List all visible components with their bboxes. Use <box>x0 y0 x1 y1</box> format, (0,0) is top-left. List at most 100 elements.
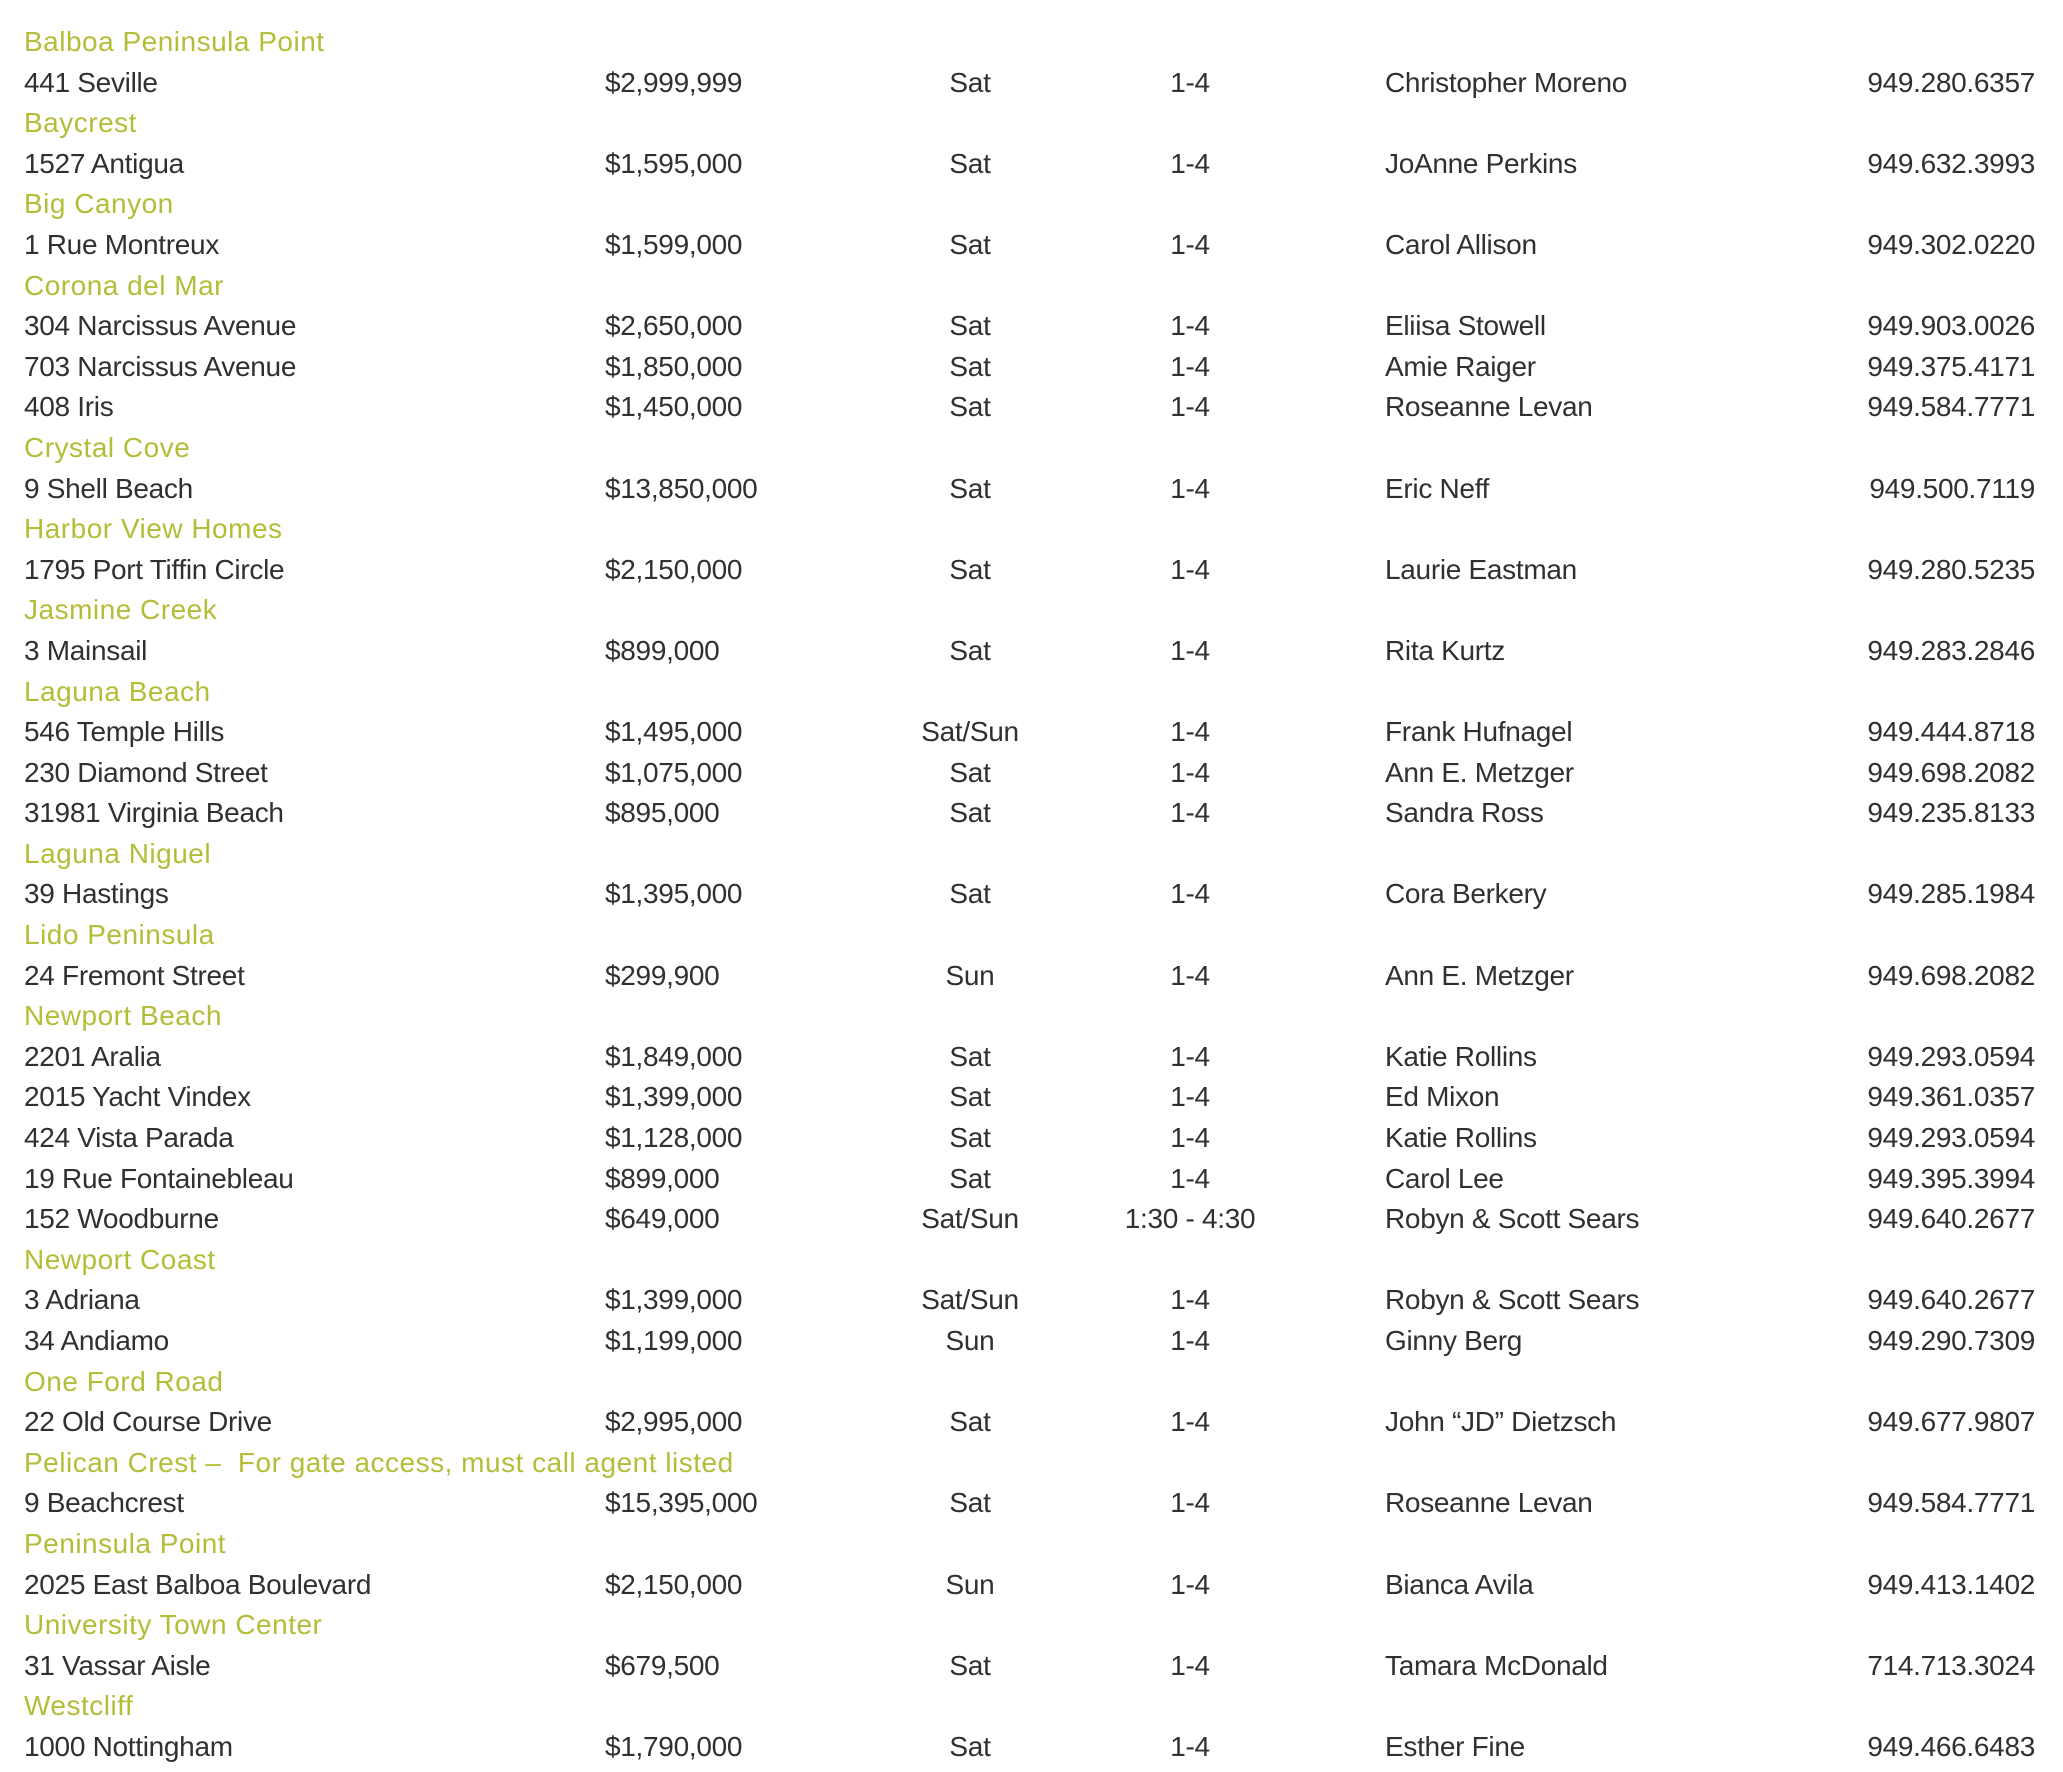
listing-row: 304 Narcissus Avenue $2,650,000 Sat 1-4 Elii… <box>24 306 2063 347</box>
phone-number: 949.290.7309 <box>1867 1325 2035 1356</box>
open-house-day: Sat <box>949 391 991 423</box>
phone-number: 949.283.2846 <box>1867 634 2035 666</box>
listing-address: 408 Iris <box>24 391 114 423</box>
listing-row: 1795 Port Tiffin Circle $2,150,000 Sat 1-4 L… <box>24 550 2063 591</box>
listing-row: 424 Vista Parada $1,128,000 Sat 1-4 Katie Ro… <box>24 1118 2063 1159</box>
neighborhood-header: Harbor View Homes <box>24 513 283 545</box>
listing-address: 19 Rue Fontainebleau <box>24 1162 294 1194</box>
phone-number: 949.698.2082 <box>1867 756 2035 788</box>
open-house-time: 1-4 <box>1170 391 1210 423</box>
listing-address: 1527 Antigua <box>24 147 184 179</box>
listing-price: $2,150,000 <box>605 1568 743 1600</box>
open-house-time: 1-4 <box>1170 1284 1210 1316</box>
agent-name: Ginny Berg <box>1385 1325 1523 1356</box>
open-house-day: Sat <box>949 147 991 179</box>
listing-price: $299,900 <box>605 959 720 991</box>
listing-address: 546 Temple Hills <box>24 716 225 748</box>
open-house-time: 1-4 <box>1170 310 1210 342</box>
open-house-time: 1-4 <box>1170 66 1210 98</box>
listing-price: $1,199,000 <box>605 1325 743 1356</box>
neighborhood-header: Westcliff <box>24 1690 134 1722</box>
neighborhood-header: Laguna Beach <box>24 675 211 707</box>
agent-name: Carol Lee <box>1385 1162 1504 1194</box>
neighborhood-header: Baycrest <box>24 107 137 139</box>
listing-row: 9 Shell Beach $13,850,000 Sat 1-4 Eric Neff 9… <box>24 469 2063 510</box>
neighborhood-header: Peninsula Point <box>24 1527 227 1559</box>
agent-name: Esther Fine <box>1385 1730 1525 1762</box>
listing-row: 3 Mainsail $899,000 Sat 1-4 Rita Kurtz 949.28… <box>24 631 2063 672</box>
listing-address: 2201 Aralia <box>24 1040 161 1072</box>
listing-address: 24 Fremont Street <box>24 959 245 991</box>
open-house-day: Sat <box>949 1730 991 1762</box>
phone-number: 949.632.3993 <box>1867 147 2035 179</box>
phone-number: 949.584.7771 <box>1867 391 2035 423</box>
listing-row: 703 Narcissus Avenue $1,850,000 Sat 1-4 Amie… <box>24 347 2063 388</box>
listing-price: $1,850,000 <box>605 350 743 382</box>
listing-price: $1,599,000 <box>605 228 743 260</box>
agent-name: Eric Neff <box>1385 472 1490 504</box>
listing-address: 9 Beachcrest <box>24 1487 184 1519</box>
agent-name: Ed Mixon <box>1385 1081 1500 1113</box>
open-house-time: 1-4 <box>1170 1649 1210 1681</box>
listing-price: $1,395,000 <box>605 878 743 910</box>
listing-address: 22 Old Course Drive <box>24 1406 272 1438</box>
listing-row: 9 Beachcrest $15,395,000 Sat 1-4 Roseanne Le… <box>24 1483 2063 1524</box>
open-house-time: 1-4 <box>1170 878 1210 910</box>
open-house-time: 1-4 <box>1170 147 1210 179</box>
phone-number: 949.302.0220 <box>1867 228 2035 260</box>
open-house-time: 1-4 <box>1170 1040 1210 1072</box>
listing-row: 546 Temple Hills $1,495,000 Sat/Sun 1-4 Fran… <box>24 712 2063 753</box>
listing-price: $2,999,999 <box>605 66 743 98</box>
open-house-day: Sat <box>949 66 991 98</box>
phone-number: 949.280.6357 <box>1867 66 2035 98</box>
listing-price: $13,850,000 <box>605 472 758 504</box>
listing-price: $15,395,000 <box>605 1487 758 1519</box>
listing-address: 2015 Yacht Vindex <box>24 1081 251 1113</box>
phone-number: 949.293.0594 <box>1867 1040 2035 1072</box>
open-house-day: Sat <box>949 310 991 342</box>
listing-price: $1,450,000 <box>605 391 743 423</box>
open-house-time: 1-4 <box>1170 1325 1210 1356</box>
listing-price: $2,995,000 <box>605 1406 743 1438</box>
listing-row: 2015 Yacht Vindex $1,399,000 Sat 1-4 Ed Mixo… <box>24 1077 2063 1118</box>
neighborhood-header: Big Canyon <box>24 188 174 220</box>
listing-address: 31981 Virginia Beach <box>24 797 284 829</box>
agent-name: Ann E. Metzger <box>1385 959 1574 991</box>
phone-number: 949.444.8718 <box>1867 716 2035 748</box>
neighborhood-header: Pelican Crest – For gate access, must ca… <box>24 1446 734 1478</box>
listing-row: 34 Andiamo $1,199,000 Sun 1-4 Ginny Berg 949.… <box>24 1321 2063 1362</box>
listing-price: $2,150,000 <box>605 553 743 585</box>
open-house-day: Sat <box>949 1122 991 1154</box>
listing-price: $679,500 <box>605 1649 720 1681</box>
neighborhood-header: Lido Peninsula <box>24 919 215 951</box>
agent-name: Bianca Avila <box>1385 1568 1534 1600</box>
agent-name: Katie Rollins <box>1385 1040 1537 1072</box>
phone-number: 949.395.3994 <box>1867 1162 2035 1194</box>
phone-number: 714.713.3024 <box>1867 1649 2035 1681</box>
open-house-day: Sat <box>949 228 991 260</box>
open-house-time: 1-4 <box>1170 350 1210 382</box>
agent-name: Amie Raiger <box>1385 350 1536 382</box>
open-house-time: 1-4 <box>1170 1122 1210 1154</box>
open-house-time: 1-4 <box>1170 959 1210 991</box>
neighborhood-header: Corona del Mar <box>24 269 224 301</box>
neighborhood-header: Newport Beach <box>24 1000 222 1032</box>
listing-row: 22 Old Course Drive $2,995,000 Sat 1-4 John … <box>24 1402 2063 1443</box>
listing-row: 230 Diamond Street $1,075,000 Sat 1-4 Ann E.… <box>24 753 2063 794</box>
agent-name: Robyn & Scott Sears <box>1385 1284 1640 1316</box>
open-house-day: Sat <box>949 878 991 910</box>
agent-name: Katie Rollins <box>1385 1122 1537 1154</box>
listing-price: $2,650,000 <box>605 310 743 342</box>
phone-number: 949.235.8133 <box>1867 797 2035 829</box>
open-house-day: Sun <box>945 1325 995 1356</box>
phone-number: 949.640.2677 <box>1867 1203 2035 1235</box>
listing-row: 31981 Virginia Beach $895,000 Sat 1-4 Sandra… <box>24 793 2063 834</box>
listing-price: $1,399,000 <box>605 1284 743 1316</box>
listing-row: 2201 Aralia $1,849,000 Sat 1-4 Katie Rollins… <box>24 1037 2063 1078</box>
open-house-time: 1:30 - 4:30 <box>1124 1203 1256 1235</box>
listing-row: 441 Seville $2,999,999 Sat 1-4 Christopher M… <box>24 63 2063 104</box>
listing-row: 408 Iris $1,450,000 Sat 1-4 Roseanne Levan 94… <box>24 387 2063 428</box>
phone-number: 949.293.0594 <box>1867 1122 2035 1154</box>
open-house-day: Sun <box>945 959 995 991</box>
